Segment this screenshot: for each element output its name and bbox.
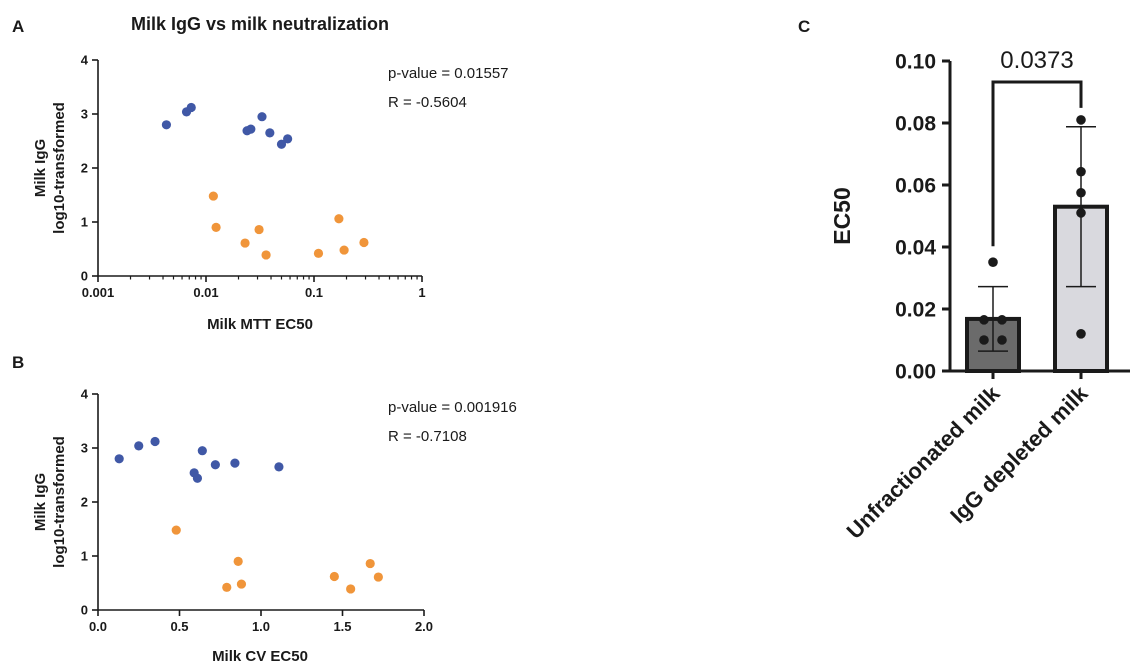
y-tick-label: 0 bbox=[81, 603, 88, 618]
r-value-label: R = -0.5604 bbox=[388, 94, 467, 111]
bar-panel-c: 0.00 0.02 0.04 0.06 0.08 0.10 Unfractionated m… bbox=[829, 47, 1130, 544]
y-axis-label: EC50 bbox=[829, 187, 855, 245]
data-point bbox=[233, 556, 243, 567]
data-point bbox=[997, 335, 1007, 345]
data-point bbox=[150, 436, 160, 447]
y-tick-label: 1 bbox=[81, 549, 88, 564]
x-axis-label: Milk CV EC50 bbox=[212, 648, 308, 663]
y-tick-label: 0.08 bbox=[895, 113, 936, 136]
data-point bbox=[208, 191, 218, 201]
x-tick-label: 1.5 bbox=[333, 619, 351, 634]
panel-b-letter: B bbox=[12, 353, 24, 372]
panel-a-axes: 0 1 2 3 4 0.001 0.01 0.1 1 bbox=[81, 53, 426, 301]
x-tick-label: 1 bbox=[418, 285, 425, 300]
x-tick-label: 1.0 bbox=[252, 619, 270, 634]
data-point bbox=[346, 584, 356, 594]
category-label: Unfractionated milk bbox=[842, 380, 1005, 543]
data-point bbox=[254, 224, 264, 235]
significance-label: 0.0373 bbox=[1000, 47, 1073, 74]
y-tick-label: 0.04 bbox=[895, 237, 936, 260]
y-axis-label-line2: log10-transformed bbox=[51, 436, 68, 568]
data-point bbox=[334, 214, 344, 224]
data-point bbox=[1076, 208, 1086, 218]
panel-b-axes: 0 1 2 3 4 0.0 0.5 1.0 1.5 2.0 bbox=[81, 387, 433, 635]
y-tick-label: 0.02 bbox=[895, 299, 936, 322]
y-tick-label: 3 bbox=[81, 107, 88, 122]
data-point bbox=[265, 128, 275, 138]
data-point bbox=[222, 582, 232, 592]
data-point bbox=[186, 102, 196, 113]
y-tick-label: 4 bbox=[81, 53, 89, 68]
data-point bbox=[329, 571, 339, 582]
panel-a-letter: A bbox=[12, 17, 24, 36]
data-point bbox=[1076, 166, 1086, 177]
y-axis-label-line1: Milk IgG bbox=[32, 473, 49, 531]
y-tick-label: 1 bbox=[81, 215, 88, 230]
y-tick-label: 0 bbox=[81, 269, 88, 284]
y-axis-label-line1: Milk IgG bbox=[32, 139, 49, 197]
data-point bbox=[979, 315, 989, 325]
y-tick-label: 0.06 bbox=[895, 175, 936, 198]
y-tick-label: 2 bbox=[81, 495, 88, 510]
data-point bbox=[373, 572, 383, 582]
chart-title: Milk IgG vs milk neutralization bbox=[131, 14, 389, 34]
y-tick-label: 2 bbox=[81, 161, 88, 176]
p-value-label: p-value = 0.01557 bbox=[388, 65, 509, 82]
data-point bbox=[192, 473, 203, 483]
data-point bbox=[276, 139, 287, 149]
panel-c-letter: C bbox=[798, 17, 810, 36]
x-tick-label: 0.1 bbox=[305, 285, 323, 300]
data-point bbox=[230, 458, 240, 468]
data-point bbox=[240, 238, 250, 248]
p-value-label: p-value = 0.001916 bbox=[388, 399, 517, 416]
data-point bbox=[365, 558, 375, 569]
data-point bbox=[236, 579, 247, 589]
data-point bbox=[114, 454, 124, 464]
data-point bbox=[197, 446, 207, 456]
data-point bbox=[997, 315, 1007, 325]
x-tick-label: 0.001 bbox=[82, 285, 115, 300]
x-tick-label: 2.0 bbox=[415, 619, 433, 634]
panel-b-marks bbox=[114, 436, 383, 594]
data-point bbox=[1076, 187, 1086, 198]
data-point bbox=[283, 134, 293, 144]
data-point bbox=[339, 245, 349, 255]
data-point bbox=[359, 237, 369, 248]
panel-a-marks bbox=[161, 102, 369, 260]
data-point bbox=[246, 124, 256, 134]
panel-c-bars bbox=[965, 204, 1109, 374]
x-axis-label: Milk MTT EC50 bbox=[207, 316, 313, 333]
x-tick-label: 0.5 bbox=[170, 619, 188, 634]
data-point bbox=[1076, 329, 1086, 339]
data-point bbox=[1076, 115, 1086, 125]
data-point bbox=[313, 248, 324, 258]
data-point bbox=[257, 112, 267, 122]
y-tick-label: 0.00 bbox=[895, 361, 936, 384]
y-tick-label: 4 bbox=[81, 387, 89, 402]
data-point bbox=[210, 460, 220, 470]
y-tick-label: 0.10 bbox=[895, 51, 936, 74]
data-point bbox=[988, 257, 998, 267]
data-point bbox=[211, 222, 221, 232]
data-point bbox=[161, 120, 172, 130]
data-point bbox=[261, 250, 271, 260]
y-tick-label: 3 bbox=[81, 441, 88, 456]
panel-c-marks bbox=[978, 80, 1096, 352]
x-tick-label: 0.0 bbox=[89, 619, 107, 634]
scatter-panel-a: Milk IgG vs milk neutralization 0 1 2 3 4 0.0… bbox=[32, 14, 509, 333]
r-value-label: R = -0.7108 bbox=[388, 428, 467, 445]
data-point bbox=[979, 335, 989, 345]
data-point bbox=[134, 441, 144, 451]
y-axis-label-line2: log10-transformed bbox=[51, 102, 68, 234]
significance-bracket bbox=[991, 80, 1083, 247]
data-point bbox=[171, 525, 181, 535]
data-point bbox=[274, 462, 284, 472]
x-tick-label: 0.01 bbox=[193, 285, 218, 300]
